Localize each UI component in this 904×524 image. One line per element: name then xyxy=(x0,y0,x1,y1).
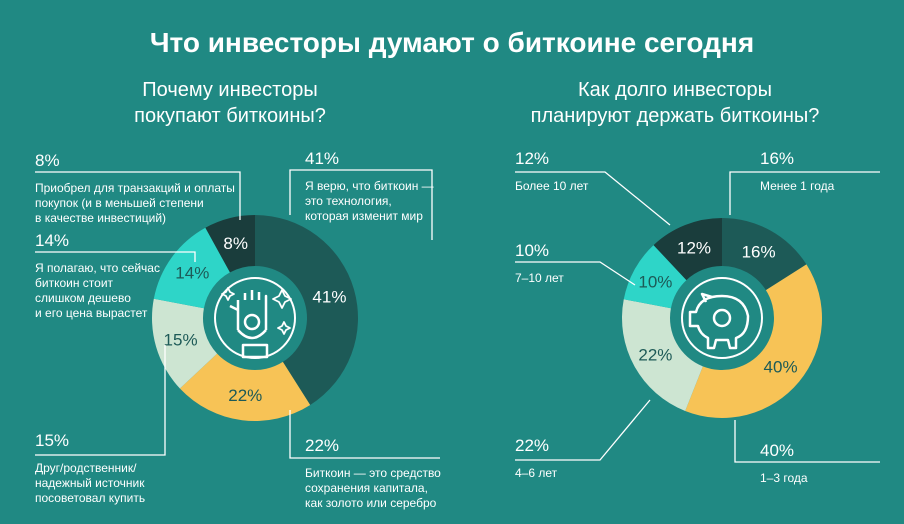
callout-percent: 8% xyxy=(35,151,60,170)
callout-text: это технология, xyxy=(305,194,392,208)
callout-text: биткоин стоит xyxy=(35,276,114,290)
callout-text: в качестве инвестиций) xyxy=(35,211,166,225)
donut-segment xyxy=(722,218,807,291)
leader-line xyxy=(289,169,433,240)
segment-label: 22% xyxy=(228,386,262,405)
callout-text: Менее 1 года xyxy=(760,179,835,193)
segment-label: 8% xyxy=(223,234,248,253)
callout-text: посоветовал купить xyxy=(35,491,145,505)
donut-segment xyxy=(152,298,218,389)
callout-text: Я полагаю, что сейчас xyxy=(35,261,160,275)
leader-line xyxy=(289,410,440,459)
donut-segment xyxy=(153,227,230,309)
callout-text: как золото или серебро xyxy=(305,496,437,510)
callout-percent: 14% xyxy=(35,231,69,250)
chart-title: Как долго инвесторы xyxy=(578,79,772,101)
donut-segment xyxy=(179,353,311,422)
callout-percent: 41% xyxy=(305,149,339,168)
segment-label: 16% xyxy=(742,242,776,261)
donut-segment xyxy=(623,245,687,309)
donut-segment xyxy=(621,299,703,411)
callout-text: Приобрел для транзакций и оплаты xyxy=(35,181,235,195)
leader-line xyxy=(35,345,166,456)
callout-text: Я верю, что биткоин — xyxy=(305,179,434,193)
callout-percent: 15% xyxy=(35,431,69,450)
chart-title: покупают биткоины? xyxy=(134,105,326,127)
leader-line xyxy=(515,261,636,286)
segment-label: 12% xyxy=(677,238,711,257)
piggy-icon xyxy=(681,277,763,359)
segment-label: 14% xyxy=(175,263,209,282)
callout-percent: 22% xyxy=(515,436,549,455)
callout-text: сохранения капитала, xyxy=(305,481,428,495)
callout-text: покупок (и в меньшей степени xyxy=(35,196,204,210)
page-title: Что инвесторы думают о биткоине сегодня xyxy=(150,27,754,58)
leader-line xyxy=(35,171,241,220)
donut-segment xyxy=(255,215,358,405)
callout-text: 7–10 лет xyxy=(515,271,564,285)
leader-line xyxy=(734,420,880,463)
hand-icon xyxy=(214,277,296,359)
segment-label: 41% xyxy=(312,287,346,306)
donut-segment xyxy=(205,215,255,273)
leader-line xyxy=(515,399,651,461)
callout-percent: 10% xyxy=(515,241,549,260)
callout-percent: 22% xyxy=(305,436,339,455)
callout-text: Более 10 лет xyxy=(515,179,589,193)
leader-line xyxy=(35,251,196,262)
leader-line xyxy=(515,171,671,226)
chart-title: Почему инвесторы xyxy=(142,79,317,101)
segment-label: 22% xyxy=(638,346,672,365)
callout-percent: 16% xyxy=(760,149,794,168)
callout-percent: 40% xyxy=(760,441,794,460)
donut-segment xyxy=(653,218,722,281)
callout-percent: 12% xyxy=(515,149,549,168)
segment-label: 40% xyxy=(764,357,798,376)
callout-text: 4–6 лет xyxy=(515,466,558,480)
callout-text: надежный источник xyxy=(35,476,145,490)
callout-text: и его цена вырастет xyxy=(35,306,148,320)
chart-title: планируют держать биткоины? xyxy=(531,105,820,127)
donut-segment xyxy=(685,264,822,419)
callout-text: слишком дешево xyxy=(35,291,131,305)
callout-text: которая изменит мир xyxy=(305,209,423,223)
leader-line xyxy=(729,171,880,215)
callout-text: Биткоин — это средство xyxy=(305,466,441,480)
segment-label: 10% xyxy=(638,272,672,291)
segment-label: 15% xyxy=(164,331,198,350)
callout-text: Друг/родственник/ xyxy=(35,461,137,475)
callout-text: 1–3 года xyxy=(760,471,808,485)
